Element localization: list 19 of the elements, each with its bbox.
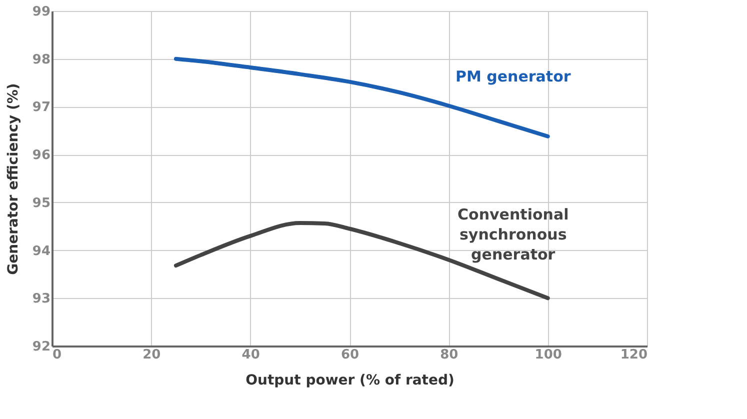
x-tick-label: 100 [534,348,562,362]
x-tick-label: 60 [340,348,360,362]
y-tick-label: 92 [32,340,50,354]
y-axis-title: Generator efficiency (%) [5,83,22,275]
x-axis-title: Output power (% of rated) [246,372,454,388]
series-label: PM generator [455,68,572,86]
y-tick-label: 99 [32,4,50,20]
y-tick-label: 98 [32,52,50,68]
y-tick-label: 96 [32,148,50,164]
x-tick-label: 0 [52,348,62,362]
x-tick-label: 80 [440,348,458,362]
y-tick-label: 94 [32,244,50,259]
y-tick-label: 95 [32,196,50,211]
y-tick-label: 97 [32,100,50,116]
x-tick-label: 20 [142,348,161,362]
x-tick-label: 40 [242,348,260,362]
series-label: Conventional synchronous generator [458,205,569,264]
x-tick-label: 120 [620,348,648,362]
y-tick-label: 93 [32,292,50,307]
